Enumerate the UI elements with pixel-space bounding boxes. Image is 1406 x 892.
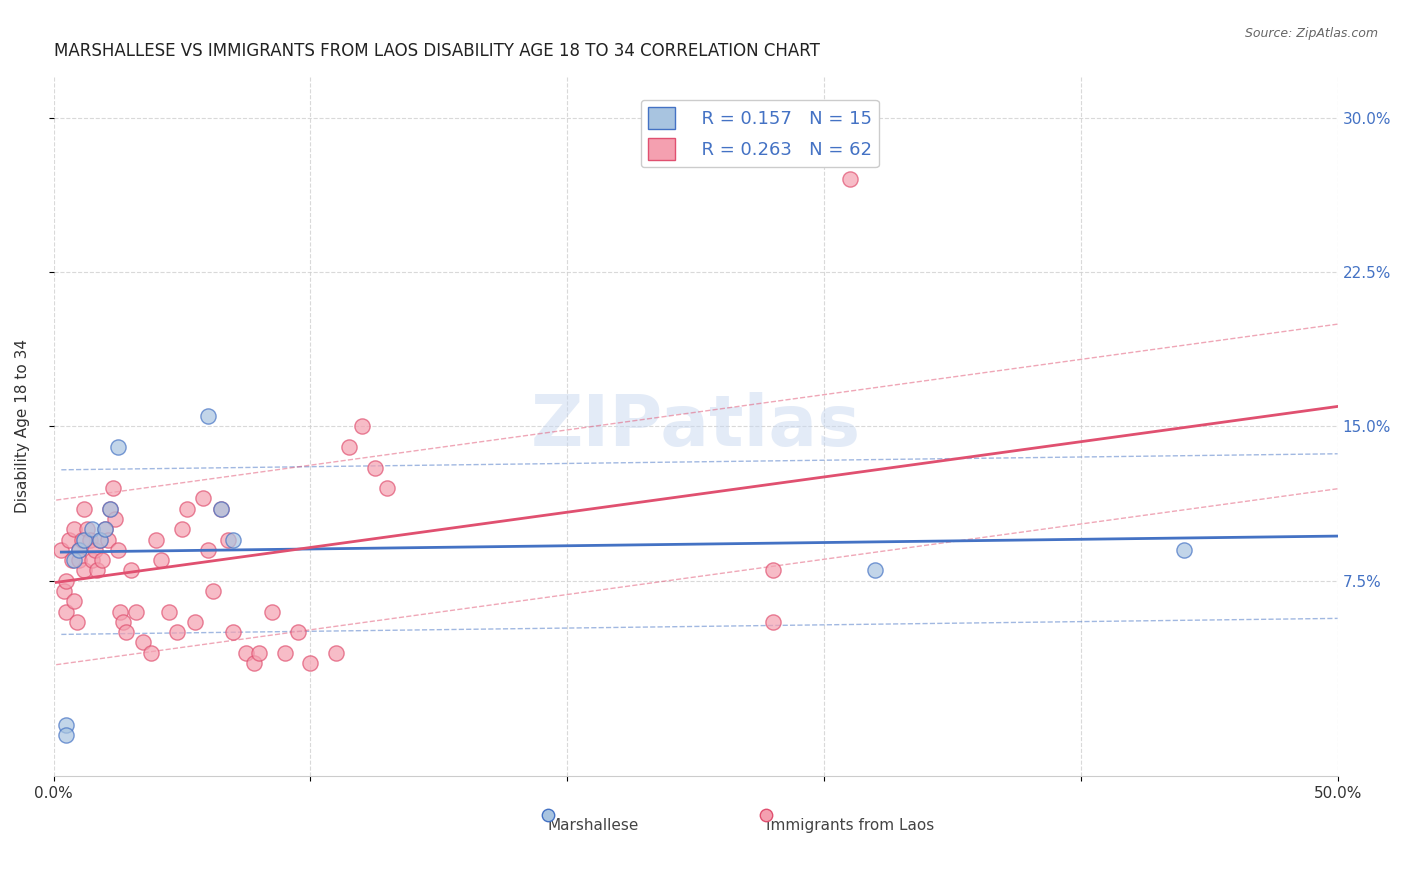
- Point: [73, 563, 96, 577]
- Point: [1031, 841, 1053, 855]
- Point: [184, 615, 207, 629]
- Text: MARSHALLESE VS IMMIGRANTS FROM LAOS DISABILITY AGE 18 TO 34 CORRELATION CHART: MARSHALLESE VS IMMIGRANTS FROM LAOS DISA…: [53, 42, 820, 60]
- Point: [67, 542, 90, 557]
- Point: [377, 481, 399, 495]
- Point: [209, 501, 232, 516]
- Point: [55, 574, 77, 588]
- Point: [191, 491, 214, 506]
- Point: [79, 533, 101, 547]
- Point: [98, 501, 121, 516]
- Point: [217, 533, 239, 547]
- Point: [1173, 542, 1195, 557]
- Point: [94, 522, 117, 536]
- Point: [110, 605, 132, 619]
- Text: Source: ZipAtlas.com: Source: ZipAtlas.com: [1244, 27, 1378, 40]
- Point: [209, 501, 232, 516]
- Point: [325, 646, 347, 660]
- Point: [222, 625, 245, 640]
- Point: [260, 605, 283, 619]
- Point: [170, 522, 193, 536]
- Point: [125, 605, 148, 619]
- Point: [55, 717, 77, 731]
- Point: [197, 409, 219, 423]
- Point: [141, 646, 163, 660]
- Point: [82, 553, 104, 567]
- Point: [91, 553, 114, 567]
- Point: [89, 533, 111, 547]
- Point: [111, 615, 134, 629]
- Point: [104, 512, 127, 526]
- Point: [145, 533, 167, 547]
- Point: [243, 656, 266, 670]
- Point: [150, 553, 173, 567]
- Point: [76, 522, 98, 536]
- Point: [274, 646, 297, 660]
- Point: [201, 584, 224, 599]
- Point: [94, 522, 117, 536]
- Point: [66, 615, 89, 629]
- Point: [287, 625, 309, 640]
- Point: [107, 440, 129, 454]
- Point: [67, 542, 90, 557]
- Point: [247, 646, 270, 660]
- Point: [176, 501, 198, 516]
- Point: [132, 635, 155, 649]
- Point: [73, 533, 96, 547]
- Point: [55, 605, 77, 619]
- Point: [838, 172, 860, 186]
- Point: [98, 501, 121, 516]
- Point: [166, 625, 188, 640]
- Point: [120, 563, 142, 577]
- Point: [83, 542, 105, 557]
- Point: [197, 542, 219, 557]
- Point: [114, 625, 136, 640]
- Point: [235, 646, 257, 660]
- Text: ZIPatlas: ZIPatlas: [530, 392, 860, 461]
- Point: [70, 533, 93, 547]
- Point: [865, 563, 887, 577]
- Point: [157, 605, 180, 619]
- Legend:   R = 0.157   N = 15,   R = 0.263   N = 62: R = 0.157 N = 15, R = 0.263 N = 62: [641, 100, 879, 167]
- Point: [337, 440, 360, 454]
- Y-axis label: Disability Age 18 to 34: Disability Age 18 to 34: [15, 339, 30, 514]
- Point: [55, 728, 77, 742]
- Point: [86, 563, 108, 577]
- Point: [58, 533, 80, 547]
- Point: [101, 481, 124, 495]
- Text: Marshallese: Marshallese: [547, 818, 638, 833]
- Point: [363, 460, 385, 475]
- Point: [63, 553, 86, 567]
- Point: [350, 419, 373, 434]
- Point: [82, 522, 104, 536]
- Point: [73, 501, 96, 516]
- Point: [67, 553, 90, 567]
- Point: [222, 533, 245, 547]
- Text: Immigrants from Laos: Immigrants from Laos: [766, 818, 934, 833]
- Point: [762, 615, 785, 629]
- Point: [52, 584, 75, 599]
- Point: [762, 563, 785, 577]
- Point: [63, 522, 86, 536]
- Point: [107, 542, 129, 557]
- Point: [51, 542, 73, 557]
- Point: [60, 553, 83, 567]
- Point: [89, 533, 111, 547]
- Point: [96, 533, 118, 547]
- Point: [63, 594, 86, 608]
- Point: [299, 656, 322, 670]
